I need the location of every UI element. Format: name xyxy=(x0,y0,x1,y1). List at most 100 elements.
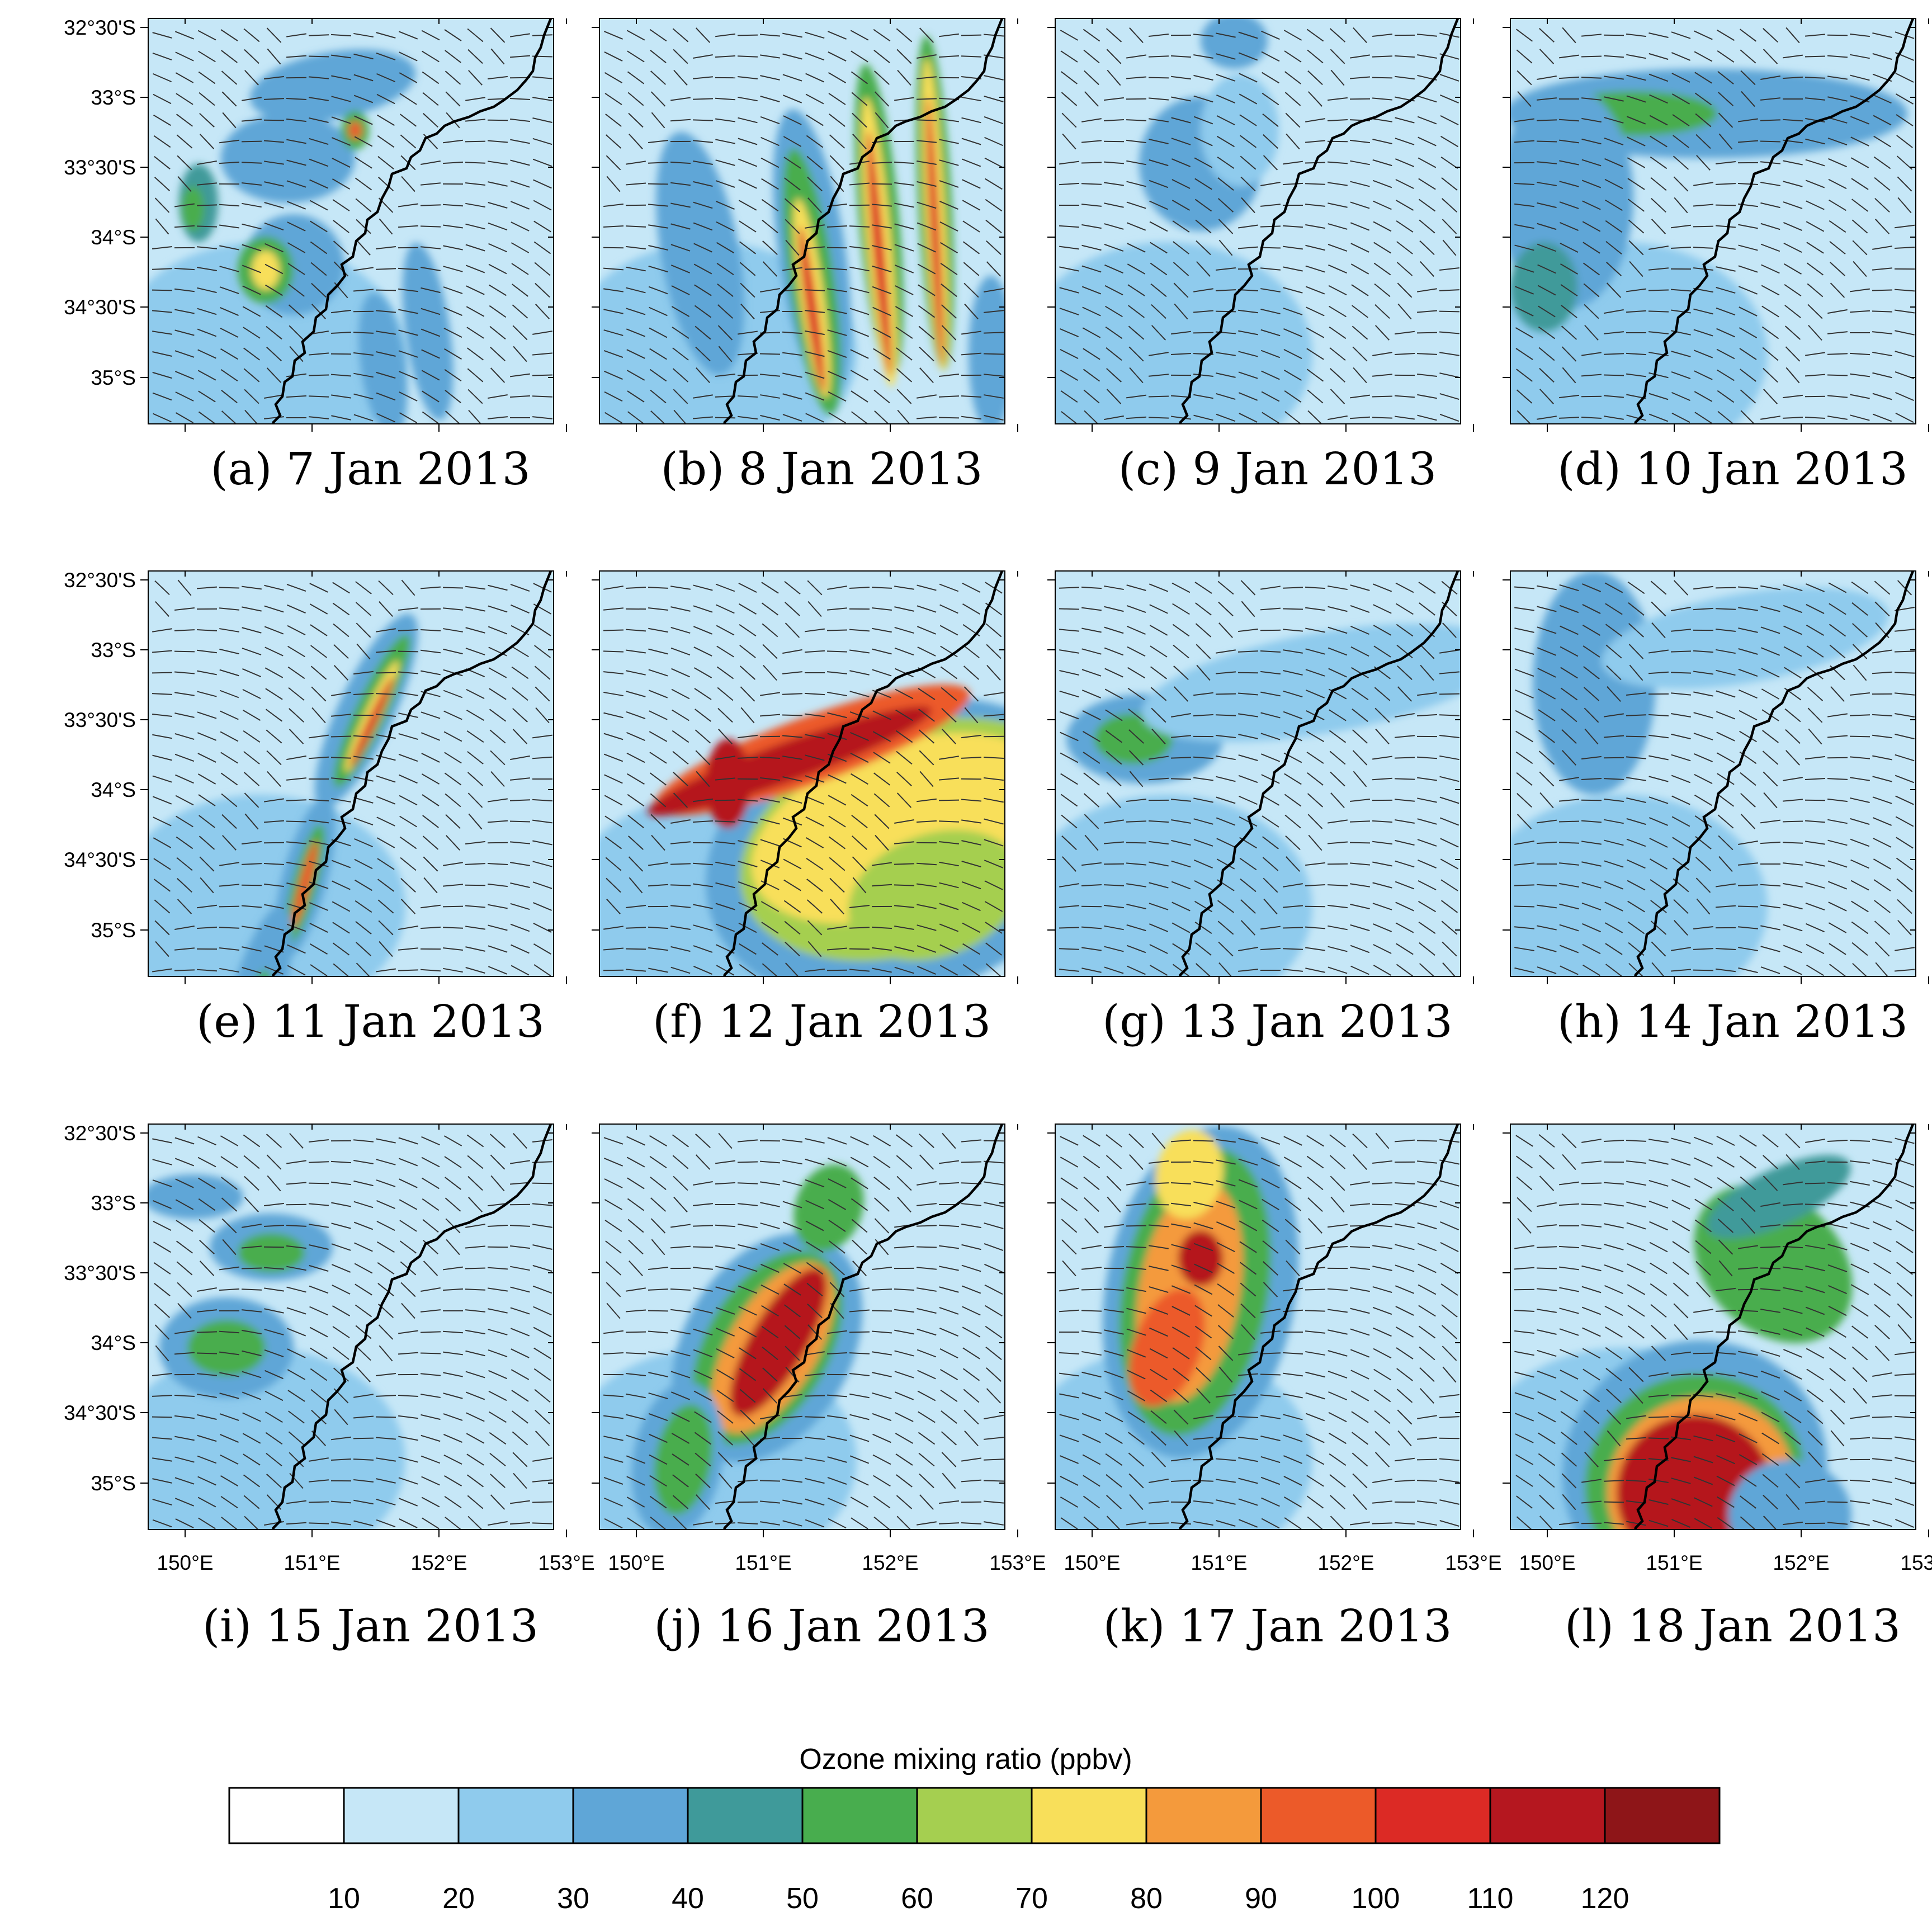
latitude-tick-label: 35°S xyxy=(91,366,136,389)
ozone-plumes xyxy=(1562,1155,1853,1530)
panel-caption: (a) 7 Jan 2013 xyxy=(210,443,530,495)
wind-vectors xyxy=(1059,27,1460,424)
panel-caption: (d) 10 Jan 2013 xyxy=(1557,443,1908,495)
wind-vectors xyxy=(603,27,1004,424)
longitude-tick-label: 152°E xyxy=(410,1551,467,1574)
panel-caption: (h) 14 Jan 2013 xyxy=(1557,995,1908,1047)
colorbar-swatch xyxy=(343,1787,460,1844)
colorbar-label: 100 xyxy=(1352,1882,1400,1915)
panel-frame xyxy=(148,570,554,977)
colorbar-label: 30 xyxy=(557,1882,589,1915)
colorbar-label: 10 xyxy=(328,1882,360,1915)
colorbar-label: 20 xyxy=(442,1882,475,1915)
map-panel: (b) 8 Jan 2013 xyxy=(592,18,1018,495)
longitude-tick-label: 151°E xyxy=(1191,1551,1247,1574)
ozone-plumes xyxy=(206,613,418,976)
coastline xyxy=(1634,571,1915,976)
panel-caption: (b) 8 Jan 2013 xyxy=(661,443,983,495)
map-panel: (h) 14 Jan 2013 xyxy=(1503,570,1929,1047)
colorbar-title: Ozone mixing ratio (ppbv) xyxy=(799,1743,1132,1776)
wind-vectors xyxy=(1514,1133,1915,1530)
panel-caption: (l) 18 Jan 2013 xyxy=(1565,1600,1901,1652)
panel-frame xyxy=(1055,18,1461,424)
colorbar-swatch xyxy=(228,1787,345,1844)
longitude-tick-label: 150°E xyxy=(1519,1551,1575,1574)
map-panel: (c) 9 Jan 2013 xyxy=(1047,18,1474,495)
longitude-tick-label: 152°E xyxy=(1317,1551,1374,1574)
ozone-plumes xyxy=(1102,1126,1299,1458)
map-panel: 32°30'S 33°S 33°30'S 34°S 34°30'S 35°S (a) 7 J… xyxy=(64,16,567,495)
wind-vectors xyxy=(152,27,553,424)
panel-frame xyxy=(1510,570,1916,977)
colorbar-swatch xyxy=(572,1787,689,1844)
ozone-plumes xyxy=(1066,624,1461,783)
panel-caption: (j) 16 Jan 2013 xyxy=(654,1600,989,1652)
panel-caption: (f) 12 Jan 2013 xyxy=(653,995,991,1047)
longitude-tick-label: 152°E xyxy=(862,1551,918,1574)
colorbar-swatch xyxy=(1489,1787,1606,1844)
latitude-tick-label: 34°30'S xyxy=(64,848,136,871)
coastline xyxy=(723,571,1004,976)
map-panel: (g) 13 Jan 2013 xyxy=(1047,570,1474,1047)
longitude-tick-label: 153°E xyxy=(989,1551,1046,1574)
latitude-tick-label: 34°S xyxy=(91,1332,136,1354)
latitude-tick-label: 33°S xyxy=(91,639,136,662)
latitude-tick-label: 35°S xyxy=(91,1472,136,1495)
longitude-tick-label: 151°E xyxy=(284,1551,340,1574)
colorbar-label: 40 xyxy=(672,1882,704,1915)
longitude-tick-label: 153°E xyxy=(538,1551,594,1574)
latitude-tick-label: 32°30'S xyxy=(64,1122,136,1145)
map-panel: 32°30'S 33°S 33°30'S 34°S 34°30'S 35°S (e) 11 … xyxy=(64,569,567,1047)
panel-frame xyxy=(599,18,1005,424)
panel-caption: (g) 13 Jan 2013 xyxy=(1102,995,1453,1047)
colorbar-label: 110 xyxy=(1467,1882,1514,1915)
wind-vectors xyxy=(152,1133,553,1530)
panel-frame xyxy=(599,1124,1005,1530)
coastline xyxy=(272,1124,552,1530)
colorbar-swatch xyxy=(1145,1787,1262,1844)
colorbar-swatch xyxy=(457,1787,574,1844)
coastline xyxy=(272,18,552,424)
wind-vectors xyxy=(1059,580,1460,976)
latitude-tick-label: 34°S xyxy=(91,778,136,801)
colorbar: Ozone mixing ratio (ppbv) 10 20 30 40 50 60 70… xyxy=(228,1743,1721,1915)
longitude-tick-label: 150°E xyxy=(1064,1551,1120,1574)
panel-caption: (e) 11 Jan 2013 xyxy=(196,995,545,1047)
colorbar-label: 120 xyxy=(1581,1882,1629,1915)
colorbar-swatch xyxy=(687,1787,804,1844)
panel-frame xyxy=(1510,1124,1916,1530)
map-panel: 150°E 151°E 152°E 153°E (l) 18 Jan 2013 xyxy=(1503,1124,1932,1652)
colorbar-label: 50 xyxy=(786,1882,819,1915)
ozone-plumes xyxy=(1533,571,1889,795)
colorbar-label: 90 xyxy=(1245,1882,1277,1915)
map-panel: (d) 10 Jan 2013 xyxy=(1503,18,1929,495)
longitude-tick-label: 153°E xyxy=(1445,1551,1501,1574)
coastline xyxy=(1634,18,1915,424)
latitude-tick-label: 33°30'S xyxy=(64,156,136,179)
latitude-tick-label: 33°30'S xyxy=(64,709,136,731)
coastline xyxy=(723,1124,1004,1530)
wind-vectors xyxy=(1514,27,1915,424)
longitude-tick-label: 150°E xyxy=(157,1551,213,1574)
latitude-tick-label: 34°30'S xyxy=(64,1401,136,1424)
coastline xyxy=(1179,1124,1459,1530)
map-panel: 150°E 151°E 152°E 153°E (j) 16 Jan 2013 xyxy=(592,1124,1046,1652)
panel-caption: (c) 9 Jan 2013 xyxy=(1118,443,1437,495)
coastline xyxy=(272,571,552,976)
coastline xyxy=(1634,1124,1915,1530)
ozone-plumes xyxy=(179,49,454,424)
map-panel: 32°30'S 33°S 33°30'S 34°S 34°30'S 35°S 150°E 15… xyxy=(64,1122,594,1652)
colorbar-label: 60 xyxy=(901,1882,933,1915)
coastline xyxy=(1179,571,1459,976)
latitude-tick-label: 32°30'S xyxy=(64,569,136,592)
colorbar-swatch xyxy=(916,1787,1033,1844)
map-panel: (f) 12 Jan 2013 xyxy=(592,570,1018,1047)
colorbar-swatch xyxy=(1374,1787,1491,1844)
latitude-tick-label: 33°S xyxy=(91,86,136,109)
panel-frame xyxy=(1510,18,1916,424)
map-panel: 150°E 151°E 152°E 153°E (k) 17 Jan 2013 xyxy=(1047,1124,1502,1652)
panel-frame xyxy=(1055,1124,1461,1530)
latitude-tick-label: 35°S xyxy=(91,919,136,942)
panel-caption: (k) 17 Jan 2013 xyxy=(1103,1600,1452,1652)
